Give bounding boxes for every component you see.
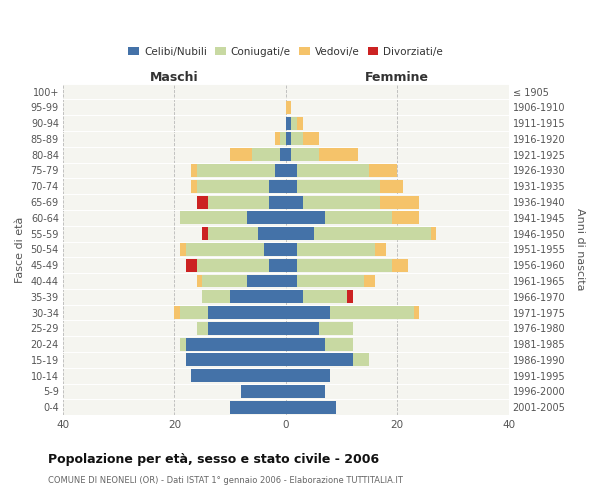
Bar <box>185 338 286 350</box>
Bar <box>380 196 419 208</box>
Bar <box>180 243 185 256</box>
Bar <box>286 148 292 161</box>
Bar <box>364 274 375 287</box>
Bar <box>191 180 197 193</box>
Bar <box>375 243 386 256</box>
Bar <box>286 354 353 366</box>
Bar <box>247 274 286 287</box>
Bar <box>370 164 397 177</box>
Bar <box>286 385 325 398</box>
Bar <box>286 212 325 224</box>
Bar <box>280 132 286 145</box>
Bar <box>380 180 403 193</box>
Bar <box>431 227 436 240</box>
Bar <box>297 116 302 130</box>
Bar <box>286 101 292 114</box>
Bar <box>247 212 286 224</box>
Bar <box>392 212 419 224</box>
Bar <box>286 306 331 319</box>
Bar <box>353 354 370 366</box>
Bar <box>302 132 319 145</box>
Bar <box>286 322 319 335</box>
Bar <box>325 338 353 350</box>
Bar <box>286 180 297 193</box>
Bar <box>191 369 286 382</box>
Bar <box>286 116 292 130</box>
Bar <box>197 180 269 193</box>
Bar <box>297 164 370 177</box>
Bar <box>197 322 208 335</box>
Bar <box>286 227 314 240</box>
Bar <box>292 132 302 145</box>
Bar <box>319 148 358 161</box>
Bar <box>180 306 208 319</box>
Bar <box>286 401 336 413</box>
Bar <box>202 290 230 303</box>
Bar <box>392 258 408 272</box>
Bar <box>230 401 286 413</box>
Bar <box>286 132 292 145</box>
Bar <box>175 306 180 319</box>
Bar <box>319 322 353 335</box>
Bar <box>202 227 208 240</box>
Bar <box>269 258 286 272</box>
Bar <box>347 290 353 303</box>
Bar <box>297 258 392 272</box>
Bar <box>302 290 347 303</box>
Text: COMUNE DI NEONELI (OR) - Dati ISTAT 1° gennaio 2006 - Elaborazione TUTTITALIA.IT: COMUNE DI NEONELI (OR) - Dati ISTAT 1° g… <box>48 476 403 485</box>
Bar <box>286 196 302 208</box>
Bar <box>297 243 375 256</box>
Bar <box>280 148 286 161</box>
Bar <box>286 164 297 177</box>
Bar <box>185 243 263 256</box>
Bar <box>269 196 286 208</box>
Bar <box>258 227 286 240</box>
Bar <box>286 258 297 272</box>
Text: Femmine: Femmine <box>365 70 429 84</box>
Bar <box>202 274 247 287</box>
Bar <box>197 196 208 208</box>
Bar <box>208 227 258 240</box>
Bar <box>241 385 286 398</box>
Bar <box>197 258 269 272</box>
Bar <box>414 306 419 319</box>
Bar <box>269 180 286 193</box>
Text: Maschi: Maschi <box>150 70 199 84</box>
Bar <box>191 164 197 177</box>
Bar <box>325 212 392 224</box>
Bar <box>331 306 414 319</box>
Bar <box>230 148 253 161</box>
Bar <box>314 227 431 240</box>
Legend: Celibi/Nubili, Coniugati/e, Vedovi/e, Divorziati/e: Celibi/Nubili, Coniugati/e, Vedovi/e, Di… <box>124 42 448 61</box>
Bar <box>253 148 280 161</box>
Bar <box>208 322 286 335</box>
Bar <box>286 290 302 303</box>
Text: Popolazione per età, sesso e stato civile - 2006: Popolazione per età, sesso e stato civil… <box>48 452 379 466</box>
Bar <box>185 258 197 272</box>
Bar <box>297 180 380 193</box>
Bar <box>292 116 297 130</box>
Bar <box>197 274 202 287</box>
Bar <box>263 243 286 256</box>
Bar <box>185 354 286 366</box>
Bar <box>286 243 297 256</box>
Y-axis label: Fasce di età: Fasce di età <box>15 216 25 282</box>
Bar <box>180 212 247 224</box>
Bar <box>286 274 297 287</box>
Bar <box>275 164 286 177</box>
Bar <box>286 338 325 350</box>
Y-axis label: Anni di nascita: Anni di nascita <box>575 208 585 290</box>
Bar <box>208 306 286 319</box>
Bar <box>302 196 380 208</box>
Bar <box>180 338 185 350</box>
Bar <box>286 369 331 382</box>
Bar <box>208 196 269 208</box>
Bar <box>230 290 286 303</box>
Bar <box>292 148 319 161</box>
Bar <box>197 164 275 177</box>
Bar <box>297 274 364 287</box>
Bar <box>275 132 280 145</box>
